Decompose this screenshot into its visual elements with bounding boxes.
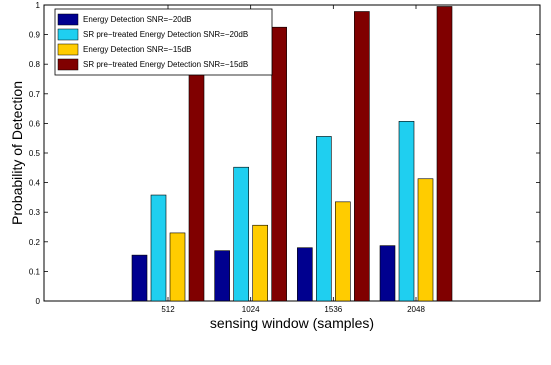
bar xyxy=(169,232,186,302)
x-axis-label: sensing window (samples) xyxy=(210,315,374,331)
legend-swatch xyxy=(57,43,79,56)
legend-entry-label: SR pre−treated Energy Detection SNR=−20d… xyxy=(83,30,248,39)
y-tick-label: 0.7 xyxy=(29,90,41,99)
y-tick-label: 0.3 xyxy=(29,208,41,217)
y-tick-label: 0.5 xyxy=(29,149,41,158)
bar xyxy=(335,201,351,302)
y-tick-label: 0.9 xyxy=(29,31,41,40)
legend-swatch xyxy=(57,58,79,71)
x-tick-label: 1024 xyxy=(242,305,260,314)
legend: Energy Detection SNR=−20dB SR pre−treated… xyxy=(54,8,273,76)
bar xyxy=(297,247,313,302)
legend-box xyxy=(54,8,273,76)
bar xyxy=(398,121,415,302)
legend-swatch xyxy=(57,13,79,26)
x-tick-label: 2048 xyxy=(407,305,425,314)
y-tick-label: 0.4 xyxy=(29,179,41,188)
bar xyxy=(150,194,167,302)
bar xyxy=(214,250,230,302)
x-tick-label: 1536 xyxy=(324,305,342,314)
legend-entry-label: Energy Detection SNR=−20dB xyxy=(83,15,192,24)
bars-group xyxy=(131,6,453,302)
bar xyxy=(252,224,268,302)
x-tick-label: 512 xyxy=(161,305,175,314)
bar xyxy=(233,166,249,302)
y-tick-label: 0.2 xyxy=(29,238,41,247)
y-tick-label: 1 xyxy=(36,1,41,10)
y-tick-label: 0.8 xyxy=(29,60,41,69)
y-tick-label: 0 xyxy=(36,297,41,306)
bar xyxy=(188,65,205,302)
y-tick-label: 0.6 xyxy=(29,119,41,128)
y-tick-label: 0.1 xyxy=(29,267,41,276)
legend-entry-label: SR pre−treated Energy Detection SNR=−15d… xyxy=(83,60,248,69)
bar xyxy=(354,11,370,302)
legend-swatch xyxy=(57,28,79,41)
y-axis-label: Probability of Detection xyxy=(9,81,25,225)
bar xyxy=(379,245,396,302)
bar xyxy=(316,136,332,302)
bar xyxy=(131,254,148,302)
y-axis-ticks: 0 0.1 0.2 0.3 0.4 0.5 0.6 0.7 0.8 0.9 1 xyxy=(29,1,540,306)
bar xyxy=(417,178,434,302)
bar xyxy=(271,26,287,302)
x-axis-ticks: 512 1024 1536 2048 xyxy=(161,5,425,314)
legend-entry-label: Energy Detection SNR=−15dB xyxy=(83,45,192,54)
bar xyxy=(436,6,453,302)
